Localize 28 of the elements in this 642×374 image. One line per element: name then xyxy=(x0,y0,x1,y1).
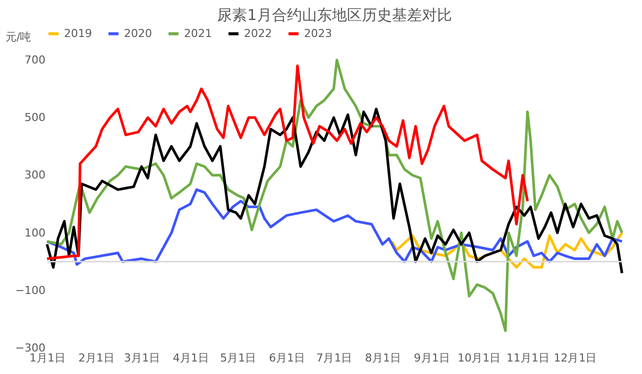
x-tick-label: 10月1日 xyxy=(458,352,501,364)
legend-label: 2019 xyxy=(64,26,92,40)
y-tick-label: −300 xyxy=(15,342,46,354)
y-tick-label: 100 xyxy=(24,226,46,240)
x-tick-label: 7月1日 xyxy=(316,352,352,364)
x-tick-label: 6月1日 xyxy=(268,352,305,364)
chart-title: 尿素1月合约山东地区历史基差对比 xyxy=(217,6,452,24)
legend-label: 2022 xyxy=(244,26,272,40)
line-series xyxy=(46,64,529,260)
legend-label: 2021 xyxy=(184,26,212,40)
x-tick-label: 5月1日 xyxy=(220,352,256,364)
legend-label: 2020 xyxy=(124,26,152,40)
line-series xyxy=(46,58,624,332)
y-tick-label: −100 xyxy=(15,284,46,297)
x-tick-label: 1月1日 xyxy=(30,352,66,364)
legend-label: 2023 xyxy=(304,26,332,40)
x-tick-label: 3月1日 xyxy=(124,352,160,364)
x-tick-label: 11月1日 xyxy=(506,352,550,364)
y-tick-label: 300 xyxy=(24,168,46,182)
y-axis-title: 元/吨 xyxy=(6,30,32,44)
x-tick-label: 9月1日 xyxy=(414,352,450,364)
x-tick-label: 4月1日 xyxy=(172,352,209,364)
y-tick-label: 700 xyxy=(24,54,46,66)
x-tick-label: 2月1日 xyxy=(78,352,114,364)
line-series xyxy=(46,108,624,274)
x-tick-label: 12月1日 xyxy=(554,352,597,364)
y-tick-label: 500 xyxy=(24,111,46,124)
x-tick-label: 8月1日 xyxy=(365,352,402,364)
